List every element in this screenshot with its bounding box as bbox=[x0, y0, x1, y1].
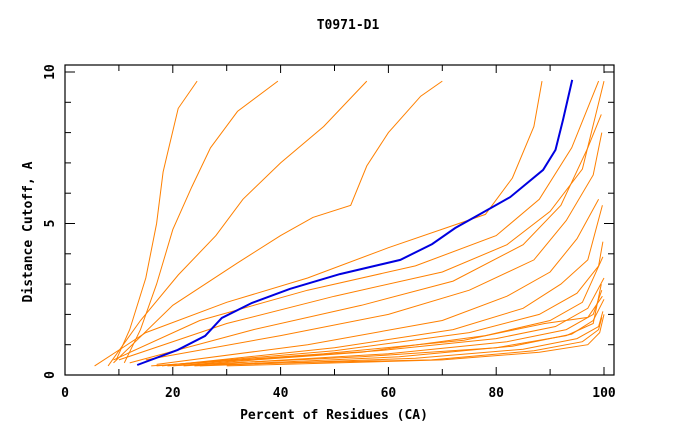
x-tick-label: 20 bbox=[165, 386, 181, 401]
series-line-model-u bbox=[151, 295, 603, 367]
x-tick-label: 60 bbox=[381, 386, 397, 401]
series-line-model-q bbox=[199, 311, 604, 367]
series-line-model-e bbox=[94, 81, 543, 367]
x-tick-label: 40 bbox=[273, 386, 289, 401]
series-line-model-a bbox=[115, 80, 198, 361]
x-tick-label: 80 bbox=[488, 386, 504, 401]
series-line-model-r bbox=[167, 283, 602, 367]
series-line-model-n bbox=[178, 277, 605, 365]
series-line-model-i bbox=[145, 132, 603, 361]
series-line-model-c bbox=[107, 80, 368, 367]
highlight-series-line bbox=[136, 79, 574, 366]
x-tick-label: 0 bbox=[61, 386, 69, 401]
axes: 0 20 40 60 80 100 0 5 10 bbox=[43, 64, 616, 401]
plot-lines bbox=[94, 79, 605, 367]
series-line-model-j bbox=[156, 199, 600, 365]
y-tick-label: 10 bbox=[43, 64, 58, 80]
series-line-model-g bbox=[118, 80, 605, 361]
series-line-model-m bbox=[172, 256, 604, 367]
series-line-model-d bbox=[113, 80, 443, 364]
series-line-model-b bbox=[123, 80, 279, 364]
y-axis-label: Distance Cutoff, A bbox=[21, 161, 36, 302]
plot-frame bbox=[64, 64, 615, 376]
x-axis-label: Percent of Residues (CA) bbox=[240, 408, 428, 423]
y-tick-label: 5 bbox=[43, 220, 58, 228]
x-tick-label: 100 bbox=[592, 386, 616, 401]
chart-title: T0971-D1 bbox=[317, 18, 380, 33]
series-line-model-o bbox=[183, 290, 603, 367]
y-tick-label: 0 bbox=[43, 371, 58, 379]
series-line-model-s bbox=[215, 317, 603, 365]
series-line-model-t bbox=[226, 314, 605, 367]
series-line-model-k bbox=[161, 205, 603, 367]
series-line-model-h bbox=[129, 114, 602, 364]
series-line-model-f bbox=[113, 80, 600, 361]
